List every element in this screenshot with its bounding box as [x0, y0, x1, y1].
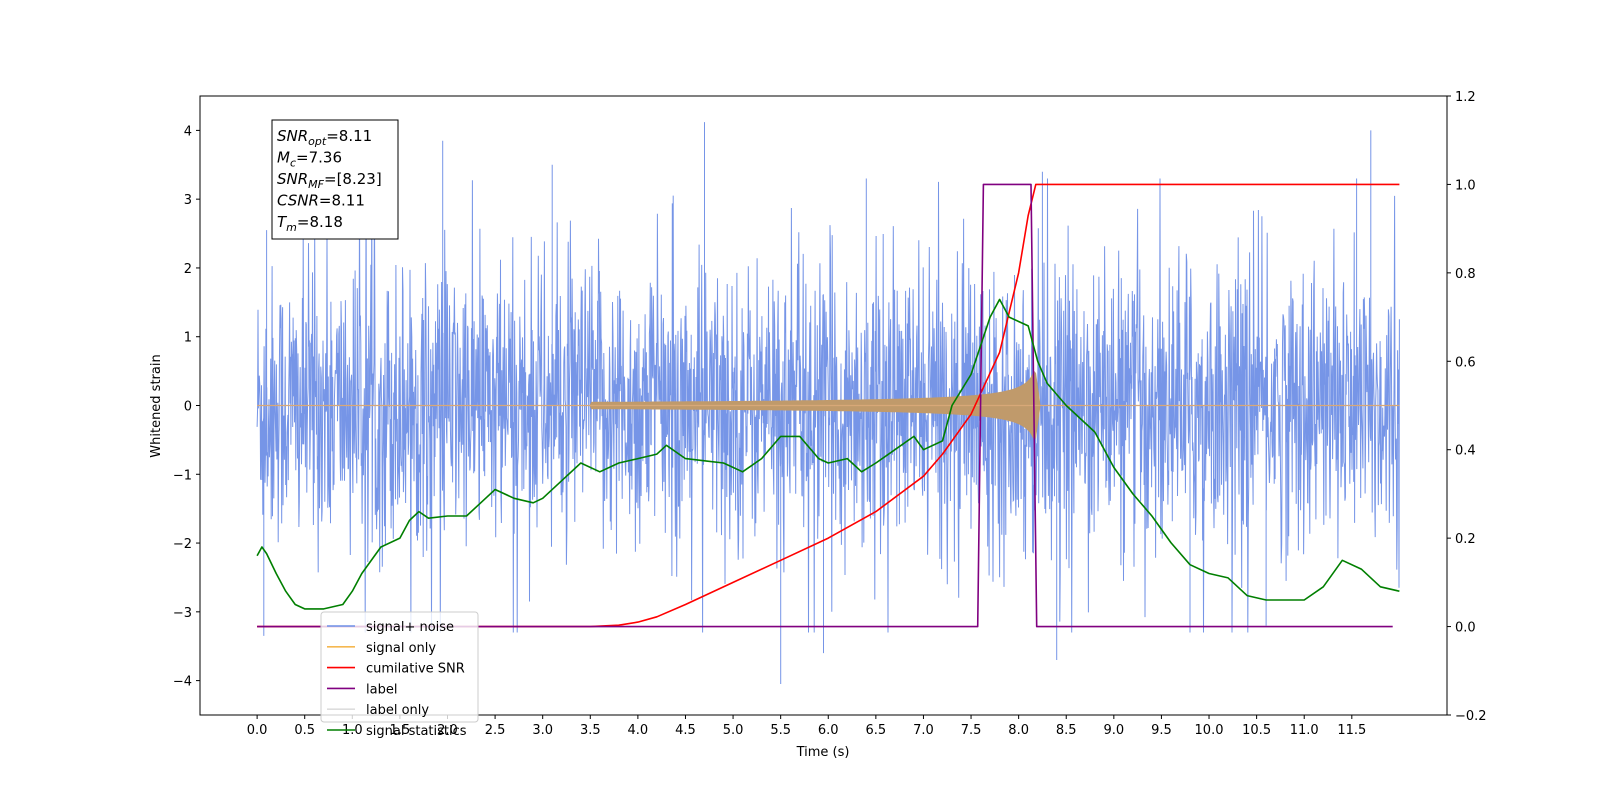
y2-axis-ticks: 1.2 1.0 0.8 0.6 0.4 0.2 0.0 −0.2 — [1447, 90, 1487, 724]
info-box-line: CSNR=8.11 — [277, 192, 365, 210]
y-tick-label: 3 — [184, 193, 192, 208]
legend-label: signal statistics — [366, 724, 467, 739]
info-box-line: SNRMF=[8.23] — [277, 170, 382, 191]
plot-layer — [256, 122, 1400, 684]
y2-tick-label: 1.2 — [1455, 90, 1476, 105]
series-cumulative-snr — [257, 183, 1400, 628]
y2-tick-label: 0.8 — [1455, 267, 1476, 282]
x-tick-label: 8.5 — [1056, 723, 1077, 738]
info-box-frame — [271, 119, 399, 240]
x-tick-label: 11.5 — [1337, 723, 1366, 738]
y-tick-label: 1 — [184, 331, 192, 346]
x-tick-label: 10.5 — [1242, 723, 1271, 738]
y2-tick-label: −0.2 — [1455, 709, 1487, 724]
y-tick-label: 2 — [184, 262, 192, 277]
x-tick-label: 6.0 — [818, 723, 839, 738]
y2-tick-label: 1.0 — [1455, 178, 1476, 193]
y-tick-label: −2 — [173, 537, 192, 552]
x-tick-label: 9.5 — [1151, 723, 1172, 738]
y-tick-label: −4 — [173, 675, 192, 690]
info-box-line: SNRopt=8.11 — [277, 127, 372, 148]
x-tick-label: 6.5 — [866, 723, 887, 738]
info-box-line: Tm=8.18 — [277, 213, 343, 234]
x-tick-label: 5.0 — [723, 723, 744, 738]
x-tick-label: 7.0 — [913, 723, 934, 738]
x-tick-label: 8.0 — [1008, 723, 1029, 738]
legend-label: signal+ noise — [366, 620, 454, 635]
x-tick-label: 2.0 — [437, 723, 458, 738]
x-tick-label: 0.5 — [294, 723, 315, 738]
y2-tick-label: 0.6 — [1455, 355, 1476, 370]
x-axis-label: Time (s) — [796, 745, 850, 760]
x-tick-label: 3.5 — [580, 723, 601, 738]
legend: signal+ noise signal only cumilative SNR la… — [320, 611, 479, 739]
x-tick-label: 9.0 — [1103, 723, 1124, 738]
y2-tick-label: 0.2 — [1455, 532, 1476, 547]
x-tick-label: 3.0 — [532, 723, 553, 738]
y-tick-label: 0 — [184, 400, 192, 415]
y-axis-label: Whitened strain — [149, 354, 164, 457]
info-box-line: Mc=7.36 — [277, 149, 342, 170]
y-tick-label: −1 — [173, 468, 192, 483]
x-tick-label: 7.5 — [961, 723, 982, 738]
x-tick-label: 2.5 — [485, 723, 506, 738]
series-signal-statistics — [256, 298, 1400, 610]
series-signal-noise — [256, 122, 1400, 684]
legend-label: label only — [366, 703, 429, 718]
series-label — [257, 183, 1393, 628]
y-tick-label: −3 — [173, 606, 192, 621]
x-axis-ticks: 0.0 0.5 1.0 1.5 2.0 2.5 3.0 3.5 4.0 4.5 5.0 5.5 6.0 6… — [247, 715, 1366, 738]
legend-label: label — [366, 682, 397, 697]
x-tick-label: 11.0 — [1290, 723, 1319, 738]
x-tick-label: 0.0 — [247, 723, 268, 738]
x-tick-label: 4.5 — [675, 723, 696, 738]
y-tick-label: 4 — [184, 124, 192, 139]
legend-label: signal only — [366, 641, 436, 656]
x-tick-label: 1.5 — [390, 723, 411, 738]
x-tick-label: 4.0 — [628, 723, 649, 738]
x-tick-label: 10.0 — [1195, 723, 1224, 738]
x-tick-label: 5.5 — [770, 723, 791, 738]
y2-tick-label: 0.0 — [1455, 621, 1476, 636]
legend-label: cumilative SNR — [366, 662, 465, 677]
legend-frame — [320, 611, 479, 723]
y2-tick-label: 0.4 — [1455, 444, 1476, 459]
y-axis-ticks: 4 3 2 1 0 −1 −2 −3 −4 — [173, 124, 200, 690]
